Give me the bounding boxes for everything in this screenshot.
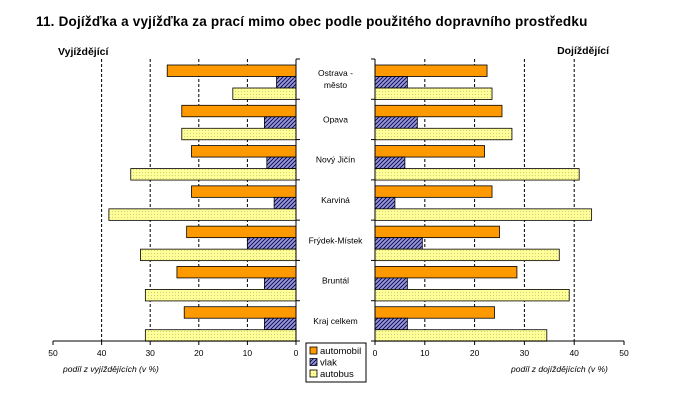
bar-automobil	[183, 306, 297, 319]
bar-autobus	[374, 248, 560, 262]
bar-vlak	[374, 116, 418, 129]
bar-automobil	[191, 185, 297, 198]
bar-automobil	[374, 145, 485, 158]
right-panel: 0 10 20 30 40 50 podíl z dojíždějících (v %)	[371, 58, 629, 374]
bar-autobus	[181, 127, 297, 141]
legend-label-vlak: vlak	[320, 358, 337, 369]
chart-title: 11. Dojížďka a vyjížďka za prací mimo ob…	[36, 14, 588, 29]
bar-vlak	[374, 277, 408, 290]
x-tick-label: 0	[373, 348, 378, 358]
left-panel-label: Vyjíždějící	[58, 46, 109, 58]
category-label: Nový Jičín	[316, 155, 355, 165]
bar-vlak	[266, 156, 297, 169]
legend-label-automobil: automobil	[320, 346, 361, 357]
bar-vlak	[374, 76, 408, 89]
bar-vlak	[264, 116, 297, 129]
bar-autobus	[374, 168, 580, 181]
bar-automobil	[176, 266, 297, 279]
x-tick-label: 20	[470, 348, 480, 358]
bar-vlak	[374, 237, 423, 250]
x-tick-label: 50	[48, 348, 58, 358]
bar-vlak	[276, 76, 297, 89]
legend-label-autobus: autobus	[320, 369, 354, 380]
category-label: Bruntál	[322, 276, 349, 286]
bar-vlak	[264, 317, 297, 331]
bar-automobil	[166, 64, 297, 77]
bar-vlak	[273, 196, 297, 210]
bar-autobus	[140, 248, 297, 262]
bar-automobil	[191, 145, 297, 158]
bar-automobil	[181, 104, 297, 118]
bar-automobil	[374, 266, 518, 279]
bar-automobil	[374, 185, 493, 198]
bar-vlak	[246, 237, 297, 250]
x-tick-label: 20	[194, 348, 204, 358]
bar-automobil	[374, 306, 495, 319]
right-panel-label: Dojíždějící	[557, 45, 609, 57]
bar-autobus	[108, 208, 297, 221]
bar-autobus	[144, 289, 297, 302]
bar-automobil	[374, 64, 488, 77]
x-tick-label: 10	[243, 348, 253, 358]
bar-autobus	[144, 329, 297, 342]
x-axis-label: podíl z vyjíždějících (v %)	[62, 364, 159, 374]
category-label: Kraj celkem	[313, 316, 357, 326]
bar-automobil	[374, 104, 503, 118]
bar-automobil	[374, 225, 500, 239]
x-tick-label: 0	[294, 348, 299, 358]
legend-swatch-vlak	[309, 358, 318, 366]
bar-autobus	[374, 87, 493, 100]
x-tick-label: 50	[619, 348, 629, 358]
bar-autobus	[374, 329, 548, 342]
category-label: Opava	[323, 114, 348, 124]
bar-autobus	[374, 208, 593, 221]
category-label: Frýdek-Místek	[309, 235, 364, 245]
legend-swatch-autobus	[309, 369, 318, 378]
x-tick-label: 10	[420, 348, 430, 358]
bar-autobus	[374, 289, 570, 302]
bar-vlak	[374, 156, 406, 169]
bar-automobil	[186, 225, 297, 239]
x-tick-label: 40	[569, 348, 579, 358]
x-tick-label: 30	[520, 348, 530, 358]
left-panel: 50 40 30 20 10 0 podíl z vyjíždějících (v %)	[48, 58, 300, 374]
bar-autobus	[130, 168, 297, 181]
category-label: Ostrava -město	[318, 68, 353, 90]
bar-vlak	[374, 196, 396, 210]
x-tick-label: 40	[97, 348, 107, 358]
bar-autobus	[374, 127, 513, 141]
x-axis-label: podíl z dojíždějících (v %)	[510, 364, 608, 374]
category-label: Karviná	[321, 195, 350, 205]
legend-swatch-automobil	[309, 346, 318, 355]
x-tick-label: 30	[145, 348, 155, 358]
bar-vlak	[264, 277, 297, 290]
bar-autobus	[232, 87, 297, 100]
bar-vlak	[374, 317, 408, 331]
